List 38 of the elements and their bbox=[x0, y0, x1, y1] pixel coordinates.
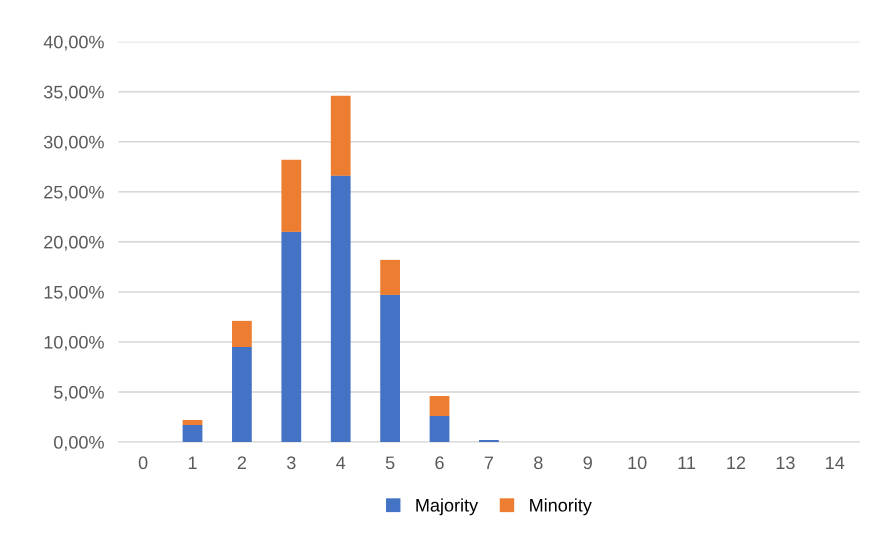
x-tick-label: 10 bbox=[628, 456, 646, 470]
x-tick-label: 8 bbox=[534, 456, 543, 470]
bar bbox=[380, 260, 400, 295]
x-tick-label: 14 bbox=[826, 456, 844, 469]
y-tick-label: 25,00% bbox=[44, 186, 104, 201]
bar bbox=[182, 420, 202, 426]
x-tick-label: 7 bbox=[484, 456, 494, 469]
y-tick-label: 5,00% bbox=[54, 386, 104, 401]
x-tick-label: 9 bbox=[584, 456, 592, 470]
bar bbox=[281, 160, 302, 232]
x-tick-label: 12 bbox=[727, 456, 746, 469]
bar bbox=[182, 425, 202, 442]
legend-label: Minority bbox=[530, 498, 592, 516]
bar bbox=[281, 232, 302, 442]
bar bbox=[232, 346, 252, 442]
x-tick-label: 13 bbox=[776, 456, 795, 470]
bar bbox=[430, 396, 450, 416]
bar bbox=[232, 320, 252, 347]
x-tick-label: 3 bbox=[286, 456, 296, 470]
bar bbox=[380, 294, 400, 442]
y-tick-label: 20,00% bbox=[44, 236, 104, 251]
x-tick-label: 5 bbox=[386, 456, 394, 470]
x-tick-label: 4 bbox=[336, 456, 346, 469]
y-tick-label: 0,00% bbox=[54, 436, 104, 451]
x-tick-label: 0 bbox=[138, 456, 148, 470]
x-tick-label: 11 bbox=[678, 456, 696, 469]
bar bbox=[330, 176, 351, 442]
y-tick-label: 10,00% bbox=[44, 336, 104, 351]
y-tick-label: 30,00% bbox=[44, 136, 104, 151]
x-tick-label: 1 bbox=[188, 456, 197, 469]
x-tick-label: 6 bbox=[435, 456, 444, 470]
bar bbox=[430, 416, 450, 442]
y-tick-label: 15,00% bbox=[44, 286, 104, 301]
x-tick-label: 2 bbox=[238, 456, 246, 469]
y-tick-label: 40,00% bbox=[44, 36, 104, 51]
y-tick-label: 35,00% bbox=[44, 86, 104, 101]
legend-label: Majority bbox=[416, 498, 478, 516]
bar bbox=[330, 96, 351, 176]
